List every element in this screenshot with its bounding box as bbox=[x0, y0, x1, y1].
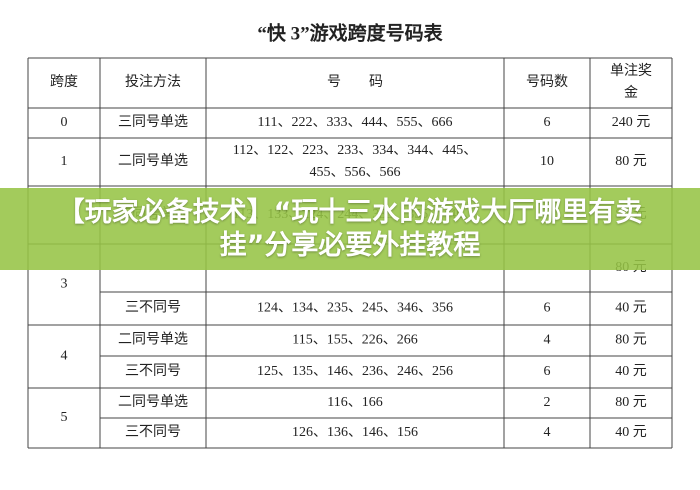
numbers-cell: 124、134、235、245、346、356 bbox=[257, 301, 453, 316]
header-cell: 跨度 bbox=[50, 74, 78, 90]
method-cell: 二同号单选 bbox=[118, 332, 188, 348]
count-cell: 6 bbox=[544, 364, 551, 379]
span-cell: 5 bbox=[61, 410, 68, 425]
method-cell: 三不同号 bbox=[125, 425, 181, 440]
header-cell: 号码数 bbox=[526, 74, 568, 90]
prize-cell: 240 元 bbox=[612, 115, 651, 130]
numbers-cell: 455、556、566 bbox=[310, 165, 401, 180]
count-cell: 4 bbox=[544, 333, 551, 348]
header-cell: 号 码 bbox=[327, 74, 383, 90]
banner-text: 【玩家必备技术】“玩十三水的游戏大厅哪里有卖挂”分享必要外挂教程 bbox=[57, 197, 643, 261]
span-cell: 0 bbox=[61, 115, 68, 130]
header-cell: 单注奖金 bbox=[610, 62, 652, 101]
method-cell: 三不同号 bbox=[125, 301, 181, 316]
numbers-cell: 115、155、226、266 bbox=[292, 333, 417, 348]
numbers-cell: 112、122、223、233、334、344、445、 bbox=[233, 143, 477, 158]
prize-cell: 80 元 bbox=[615, 333, 647, 348]
count-cell: 4 bbox=[544, 425, 551, 440]
count-cell: 2 bbox=[544, 395, 551, 410]
span-cell: 1 bbox=[61, 154, 68, 169]
method-cell: 二同号单选 bbox=[118, 153, 188, 169]
method-cell: 二同号单选 bbox=[118, 394, 188, 410]
title: “快 3”游戏跨度号码表 bbox=[257, 21, 443, 44]
method-cell: 三同号单选 bbox=[118, 114, 188, 130]
prize-cell: 40 元 bbox=[615, 364, 647, 379]
numbers-cell: 116、166 bbox=[327, 395, 382, 410]
count-cell: 6 bbox=[544, 301, 551, 316]
header-cell: 投注方法 bbox=[125, 74, 181, 90]
method-cell: 三不同号 bbox=[125, 364, 181, 379]
prize-cell: 40 元 bbox=[615, 425, 647, 440]
prize-cell: 80 元 bbox=[615, 395, 647, 410]
numbers-cell: 111、222、333、444、555、666 bbox=[258, 115, 453, 130]
span-cell: 4 bbox=[61, 349, 68, 364]
prize-cell: 80 元 bbox=[615, 154, 647, 169]
count-cell: 6 bbox=[544, 115, 551, 130]
numbers-cell: 126、136、146、156 bbox=[292, 425, 418, 440]
count-cell: 10 bbox=[540, 154, 554, 169]
prize-cell: 40 元 bbox=[615, 301, 647, 316]
span-cell: 3 bbox=[61, 277, 68, 292]
banner: 【玩家必备技术】“玩十三水的游戏大厅哪里有卖挂”分享必要外挂教程 bbox=[0, 188, 700, 270]
numbers-cell: 125、135、146、236、246、256 bbox=[257, 364, 453, 379]
